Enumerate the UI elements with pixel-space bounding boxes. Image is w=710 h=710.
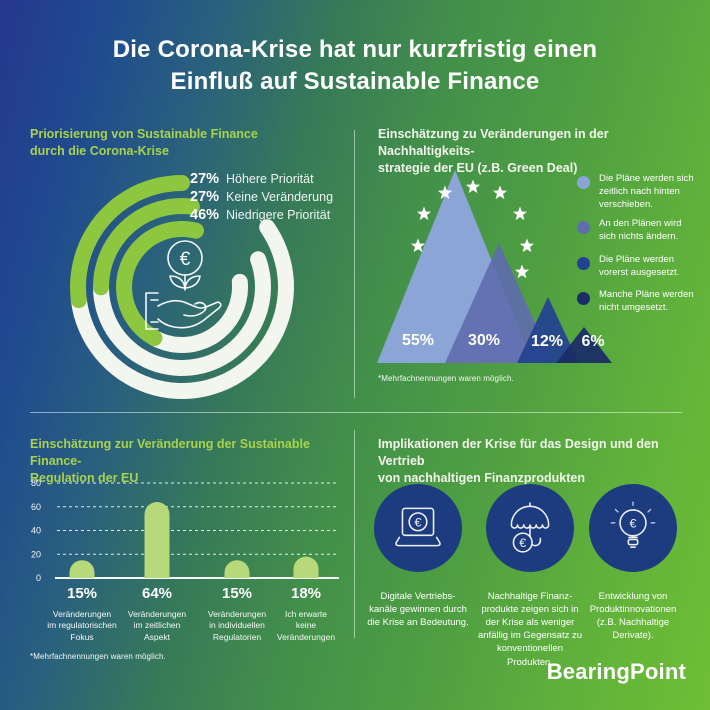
- eu-stars-icon: [410, 179, 535, 279]
- impact-circle-innovation: €: [589, 484, 677, 572]
- impact-caption: Nachhaltige Finanz- produkte zeigen sich…: [477, 591, 583, 668]
- bar-category: Ich erwarte keine Veränderungen: [276, 609, 336, 642]
- bar-category: Veränderungen im zeitlichen Aspekt: [127, 609, 187, 642]
- legend-item: Manche Pläne werden nicht umgesetzt.: [599, 289, 694, 314]
- bar-category: Veränderungen im regulatorischen Fokus: [47, 609, 117, 642]
- hand-plant-euro-icon: €: [145, 240, 222, 330]
- panel-heading-prioritization: Priorisierung von Sustainable Finance du…: [30, 127, 258, 158]
- vertical-divider-top: [354, 130, 355, 398]
- horizontal-divider: [30, 412, 682, 413]
- euro-symbol: €: [519, 536, 526, 550]
- panel-heading-eu-strategy: Einschätzung zu Veränderungen in der Nac…: [378, 127, 609, 175]
- svg-text:80: 80: [31, 478, 41, 488]
- euro-symbol: €: [415, 515, 422, 529]
- donut-rings-chart: [69, 175, 295, 400]
- panel-heading-implications: Implikationen der Krise für das Design u…: [378, 437, 659, 485]
- bar-value: 15%: [221, 585, 253, 602]
- ring-legend-row: 27% Höhere Priorität: [190, 171, 314, 188]
- ring-label: Keine Veränderung: [226, 190, 334, 204]
- legend-dot: [577, 176, 590, 189]
- panel-heading-regulation: Einschätzung zur Veränderung der Sustain…: [30, 437, 310, 485]
- plant-leaf-left: [169, 275, 186, 289]
- laptop-euro-icon: €: [395, 507, 441, 547]
- impact-circle-resilience: €: [486, 484, 574, 572]
- ring-value: 46%: [190, 207, 220, 223]
- bar-value: 15%: [66, 585, 98, 602]
- ring-value: 27%: [190, 171, 220, 187]
- legend-item: Die Pläne werden vorerst ausgesetzt.: [599, 254, 680, 279]
- euro-symbol: €: [180, 249, 191, 270]
- hand-sleeve: [145, 292, 159, 330]
- mountain-value: 12%: [530, 333, 564, 350]
- bar-value: 18%: [290, 585, 322, 602]
- impact-caption: Entwicklung von Produktinnovationen (z.B…: [589, 591, 677, 642]
- lightbulb-euro-icon: €: [610, 501, 656, 548]
- svg-text:0: 0: [36, 573, 41, 582]
- ring-label: Niedrigere Priorität: [226, 208, 331, 222]
- mountain-value: 6%: [581, 333, 605, 350]
- umbrella-euro-icon: €: [510, 502, 550, 553]
- hand-thumb: [183, 301, 207, 317]
- plant-leaf-right: [184, 275, 201, 289]
- ring-legend-row: 46% Niedrigere Priorität: [190, 207, 330, 224]
- legend-dot: [577, 257, 590, 270]
- bar-column: 15% Veränderungen im regulatorischen Fok…: [40, 585, 124, 643]
- legend-item: An den Plänen wird sich nichts ändern.: [599, 218, 682, 243]
- bar-column: 15% Veränderungen in individuellen Regul…: [195, 585, 279, 643]
- page-title: Die Corona-Krise hat nur kurzfristig ein…: [112, 36, 598, 95]
- footnote: *Mehrfachnennungen waren möglich.: [30, 652, 166, 661]
- legend-dot: [577, 221, 590, 234]
- bar-chart: 0 20 40 60 80: [31, 478, 339, 582]
- euro-symbol: €: [630, 517, 637, 531]
- bar-category: Veränderungen in individuellen Regulator…: [207, 609, 267, 642]
- ring-value: 27%: [190, 189, 220, 205]
- svg-text:40: 40: [31, 526, 41, 536]
- mountain-value: 55%: [401, 332, 435, 349]
- ring-label: Höhere Priorität: [226, 172, 314, 186]
- impact-caption: Digitale Vertriebs- kanäle gewinnen durc…: [367, 591, 469, 629]
- legend-item: Die Pläne werden sich zeitlich nach hint…: [599, 173, 694, 211]
- bar-column: 18% Ich erwarte keine Veränderungen: [264, 585, 348, 643]
- hand-palm: [157, 299, 222, 329]
- mountain-chart: [377, 170, 612, 363]
- vertical-divider-bottom: [354, 430, 355, 638]
- svg-text:60: 60: [31, 502, 41, 512]
- bar-column: 64% Veränderungen im zeitlichen Aspekt: [115, 585, 199, 643]
- bar-value: 64%: [141, 585, 173, 602]
- brand-logo: BearingPoint: [546, 659, 686, 684]
- impact-circle-digital: €: [374, 484, 462, 572]
- ring-legend-row: 27% Keine Veränderung: [190, 189, 333, 206]
- mountain-value: 30%: [467, 332, 501, 349]
- footnote: *Mehrfachnennungen waren möglich.: [378, 374, 514, 383]
- legend-dot: [577, 292, 590, 305]
- svg-text:20: 20: [31, 549, 41, 559]
